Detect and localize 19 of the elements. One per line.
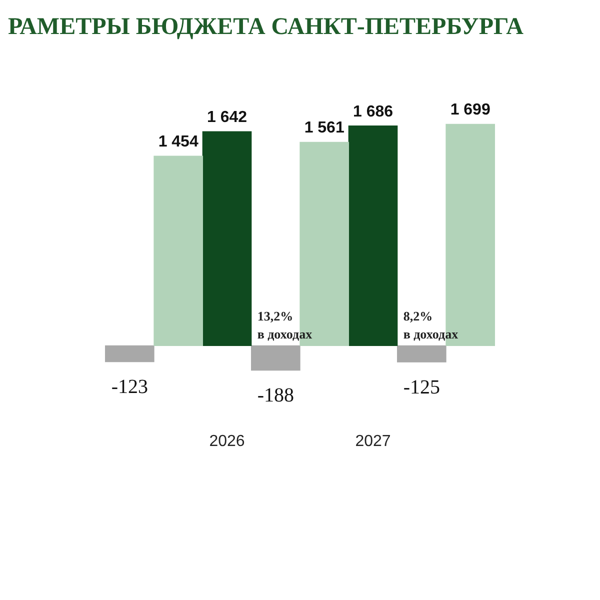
data-label: -125 xyxy=(403,376,440,398)
bar xyxy=(105,345,154,362)
x-tick-label: 2026 xyxy=(209,432,245,450)
bar xyxy=(154,156,203,346)
data-label: 1 454 xyxy=(158,134,198,151)
data-label: 1 699 xyxy=(450,102,490,119)
data-label: -188 xyxy=(257,384,294,406)
bar xyxy=(202,131,252,346)
annotation: 8,2% в доходах xyxy=(403,308,459,342)
data-label: 1 561 xyxy=(304,120,344,137)
chart-title: РАМЕТРЫ БЮДЖЕТА САНКТ-ПЕТЕРБУРГА xyxy=(8,14,524,41)
data-label: 1 642 xyxy=(206,109,248,126)
bar xyxy=(251,345,300,371)
bar xyxy=(397,345,446,362)
annotation: 13,2% в доходах xyxy=(257,308,313,342)
x-tick-label: 2027 xyxy=(355,432,391,450)
data-label: -123 xyxy=(111,376,148,398)
data-label: 1 686 xyxy=(352,103,394,120)
bar xyxy=(348,126,398,346)
